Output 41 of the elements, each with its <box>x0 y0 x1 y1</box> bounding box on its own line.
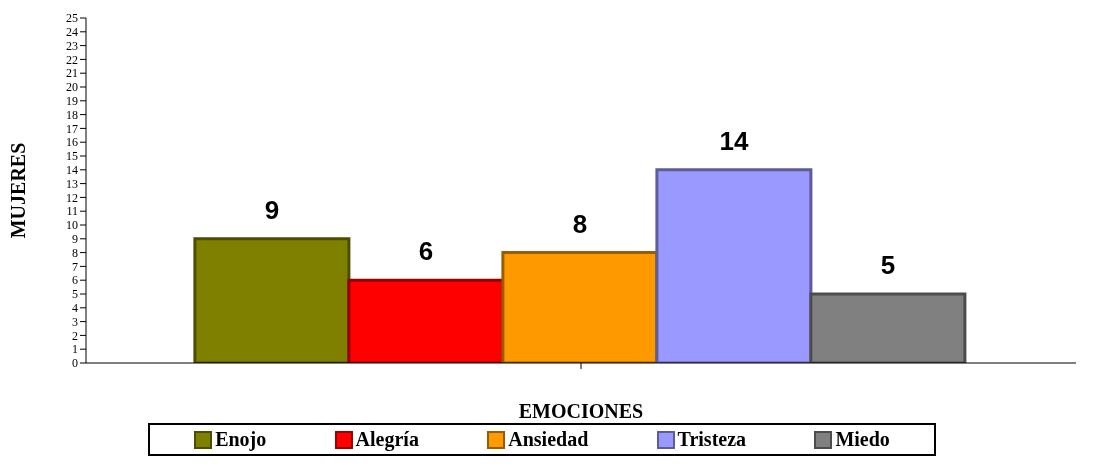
y-tick-label: 14 <box>66 163 78 178</box>
bar <box>809 292 967 363</box>
y-tick-label: 5 <box>72 287 78 302</box>
y-tick-label: 18 <box>66 107 78 122</box>
y-tick-label: 16 <box>66 135 78 150</box>
y-tick-label: 4 <box>72 301 78 316</box>
y-tick-label: 23 <box>66 38 78 53</box>
legend-label: Alegría <box>354 428 419 451</box>
y-tick-label: 21 <box>66 66 78 81</box>
y-tick-label: 25 <box>66 11 78 26</box>
bar <box>193 237 351 363</box>
y-tick-label: 1 <box>72 342 78 357</box>
x-axis-title: EMOCIONES <box>518 400 644 422</box>
y-tick-label: 13 <box>66 176 78 191</box>
y-tick-label: 12 <box>66 190 78 205</box>
bar <box>655 168 813 363</box>
data-label: 6 <box>418 236 434 267</box>
y-tick-label: 22 <box>66 52 78 67</box>
data-label: 9 <box>264 194 280 225</box>
y-tick-label: 10 <box>66 218 78 233</box>
legend-label: Miedo <box>834 428 890 451</box>
y-tick-label: 20 <box>66 80 78 95</box>
y-tick-label: 9 <box>72 232 78 247</box>
y-tick-label: 11 <box>66 204 78 219</box>
y-tick-label: 19 <box>66 94 78 109</box>
y-tick-label: 24 <box>66 25 78 40</box>
data-label: 8 <box>572 208 588 239</box>
data-label: 5 <box>880 250 896 280</box>
y-tick-label: 0 <box>72 356 78 371</box>
y-tick-label: 7 <box>72 259 78 274</box>
legend-label: Ansiedad <box>507 428 589 451</box>
y-tick-label: 17 <box>66 121 78 136</box>
y-tick-label: 2 <box>72 328 78 343</box>
legend-label: Enojo <box>214 428 267 451</box>
y-tick-label: 8 <box>72 245 78 260</box>
y-axis-title: MUJERES <box>7 142 30 239</box>
legend-label: Tristeza <box>676 428 747 451</box>
y-tick-label: 6 <box>72 273 78 288</box>
y-tick-label: 3 <box>72 314 78 329</box>
y-tick-label: 15 <box>66 149 78 164</box>
data-label: 14 <box>719 125 749 156</box>
